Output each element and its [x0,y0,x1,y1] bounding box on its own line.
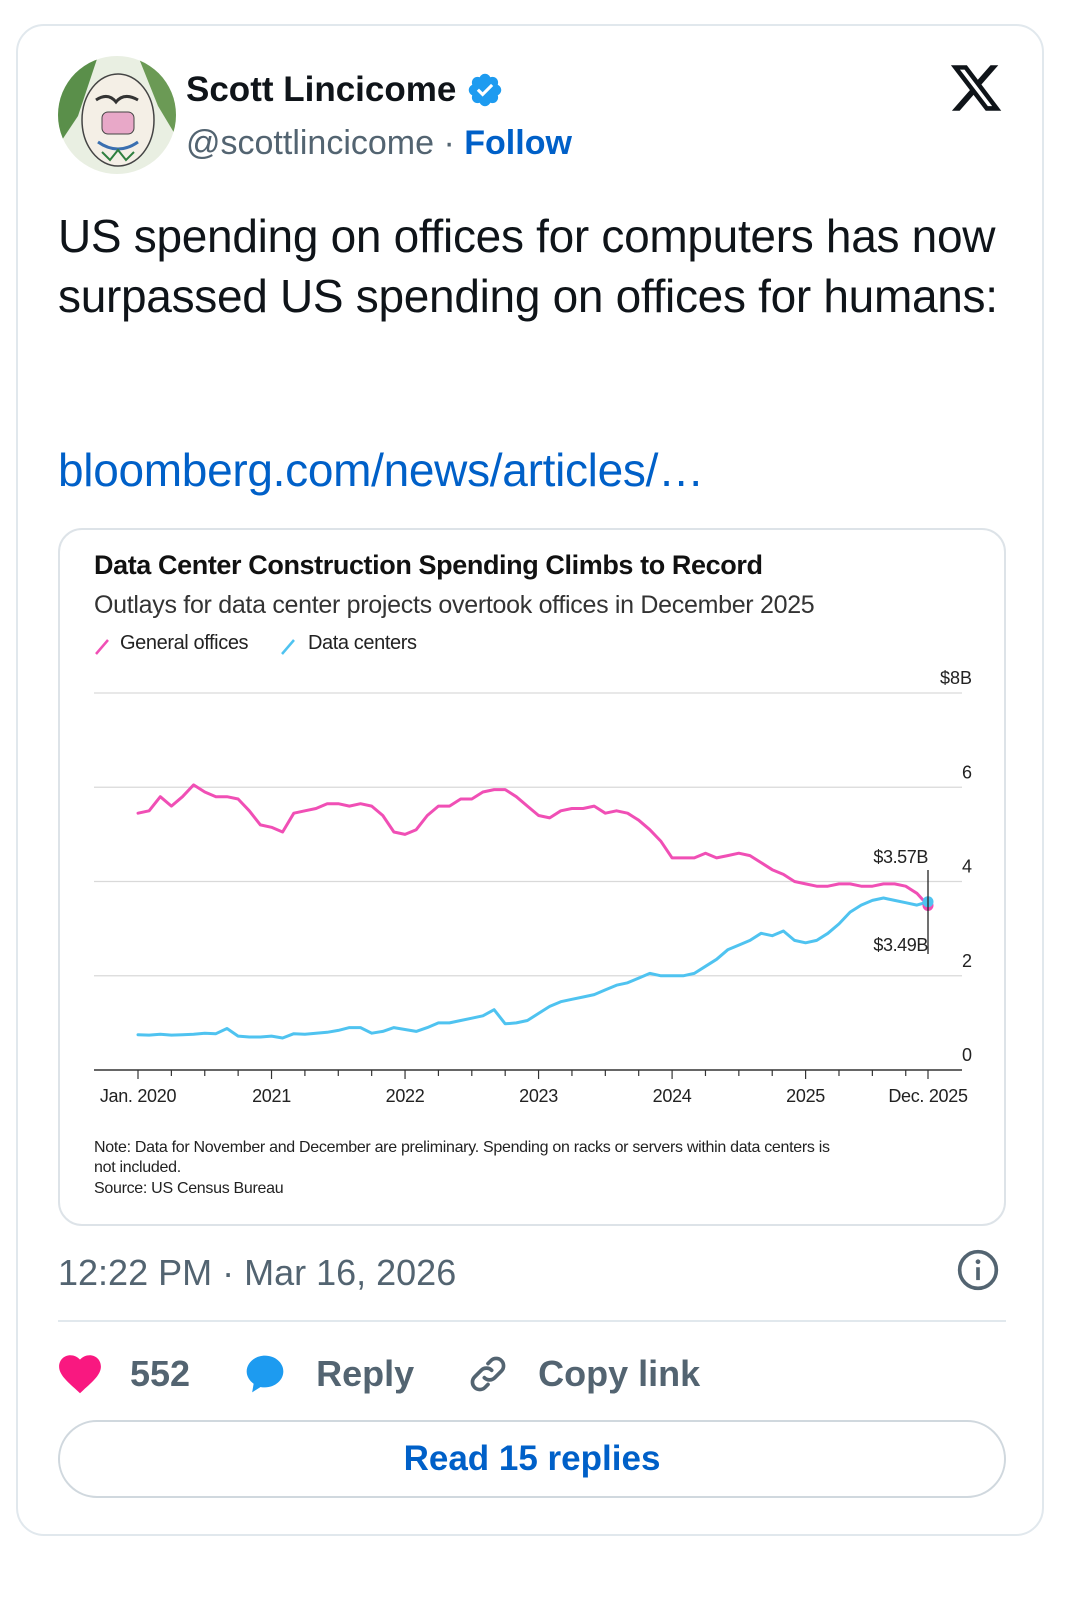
y-axis-labels: $8B 6 4 2 0 [940,668,972,1065]
verified-badge-icon [469,73,502,107]
y-tick-label: 0 [962,1045,972,1065]
x-tick-label: 2021 [252,1086,291,1106]
chart-source: Source: US Census Bureau [94,1180,283,1197]
gridlines [94,692,962,1071]
read-replies-button[interactable]: Read 15 replies [58,1420,1006,1498]
x-logo-icon[interactable] [948,60,1004,116]
chart-note-line1: Note: Data for November and December are… [94,1139,830,1156]
avatar-drawing-icon [58,56,176,174]
author-handle-row: @scottlincicome · Follow [186,124,572,163]
y-tick-label: 2 [962,951,972,971]
author-handle[interactable]: @scottlincicome [186,124,435,162]
x-tick-label: 2024 [653,1086,692,1106]
y-tick-label: $8B [940,668,972,688]
tweet-text: US spending on offices for computers has… [58,210,998,322]
series-line-data-centers [136,896,930,1040]
tweet-timestamp[interactable]: 12:22 PM · Mar 16, 2026 [58,1252,457,1293]
heart-icon [59,1355,101,1394]
x-tick-label: Dec. 2025 [888,1086,968,1106]
chart-note-line2: not included. [94,1159,181,1176]
series-line-general-offices [136,783,930,907]
x-tick-label: Jan. 2020 [100,1086,177,1106]
legend-offices-label: General offices [120,632,249,654]
annotation-datacenters-end: $3.49B [873,935,928,955]
legend: General offices Data centers [95,632,417,655]
info-icon[interactable] [956,1248,1000,1292]
x-axis: Jan. 2020 2021 2022 2023 2024 2025 Dec. 2025 [100,1070,968,1106]
reply-button[interactable]: Reply [242,1352,414,1396]
link-icon [470,1356,506,1392]
tweet-card: Scott Lincicome @scottlincicome · Follow… [16,24,1044,1536]
x-tick-label: 2022 [386,1086,425,1106]
legend-datacenters-swatch [281,639,295,655]
action-bar: 552 Reply Copy link [58,1344,752,1404]
line-chart: Data Center Construction Spending Climbs… [94,550,972,1197]
divider [58,1320,1006,1322]
author-name-row: Scott Lincicome [186,70,504,110]
copy-link-label: Copy link [538,1353,701,1394]
chart-image[interactable]: Data Center Construction Spending Climbs… [58,528,1006,1226]
article-link[interactable]: bloomberg.com/news/articles/… [58,444,704,496]
series-lines [136,783,934,1040]
like-count: 552 [130,1353,191,1394]
reply-label: Reply [316,1353,415,1394]
x-tick-label: 2023 [519,1086,558,1106]
chart-title: Data Center Construction Spending Climbs… [94,550,763,580]
legend-datacenters-label: Data centers [308,632,417,654]
legend-offices-swatch [95,639,109,655]
follow-button[interactable]: Follow [464,124,572,162]
y-tick-label: 4 [962,857,972,877]
y-tick-label: 6 [962,762,972,782]
like-button[interactable]: 552 [58,1353,190,1395]
reply-bubble-icon [246,1355,284,1393]
annotation-offices-end: $3.57B [873,847,928,867]
x-tick-label: 2025 [786,1086,825,1106]
avatar[interactable] [58,56,176,174]
chart-subtitle: Outlays for data center projects overtoo… [94,591,814,619]
author-name[interactable]: Scott Lincicome [186,70,457,109]
copy-link-button[interactable]: Copy link [466,1352,700,1396]
handle-separator: · [443,124,455,162]
